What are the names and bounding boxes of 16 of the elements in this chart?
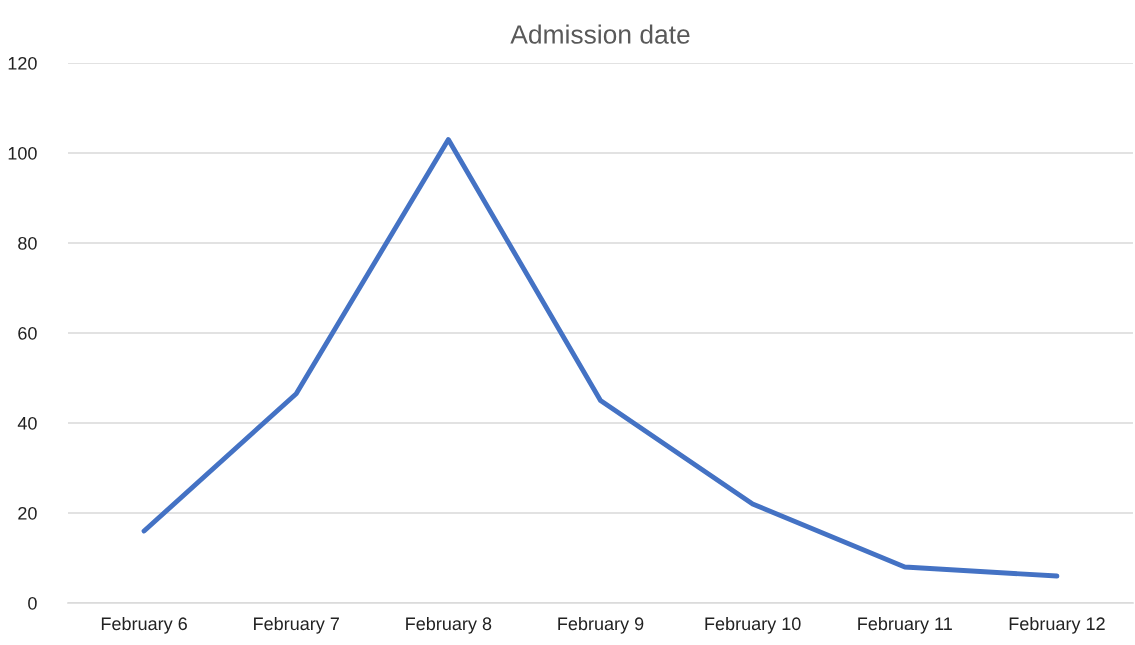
y-tick-label: 80 [18,236,37,250]
line-series [141,137,1060,579]
chart-title: Admission date [510,24,690,44]
y-tick-label: 100 [8,146,37,160]
x-tick-label: February 12 [1009,616,1105,634]
y-tick-label: 0 [28,596,37,610]
x-tick-label: February 7 [254,616,339,634]
x-tick-label: February 6 [101,616,187,634]
x-tick-label: February 11 [858,616,952,634]
x-tick-label: February 8 [406,616,492,634]
y-tick-label: 20 [18,506,37,520]
y-tick-label: 60 [18,326,37,340]
x-tick-label: February 10 [705,616,801,634]
y-tick-label: 120 [8,56,37,70]
y-tick-label: 40 [17,416,37,430]
x-tick-label: February 9 [558,616,644,634]
